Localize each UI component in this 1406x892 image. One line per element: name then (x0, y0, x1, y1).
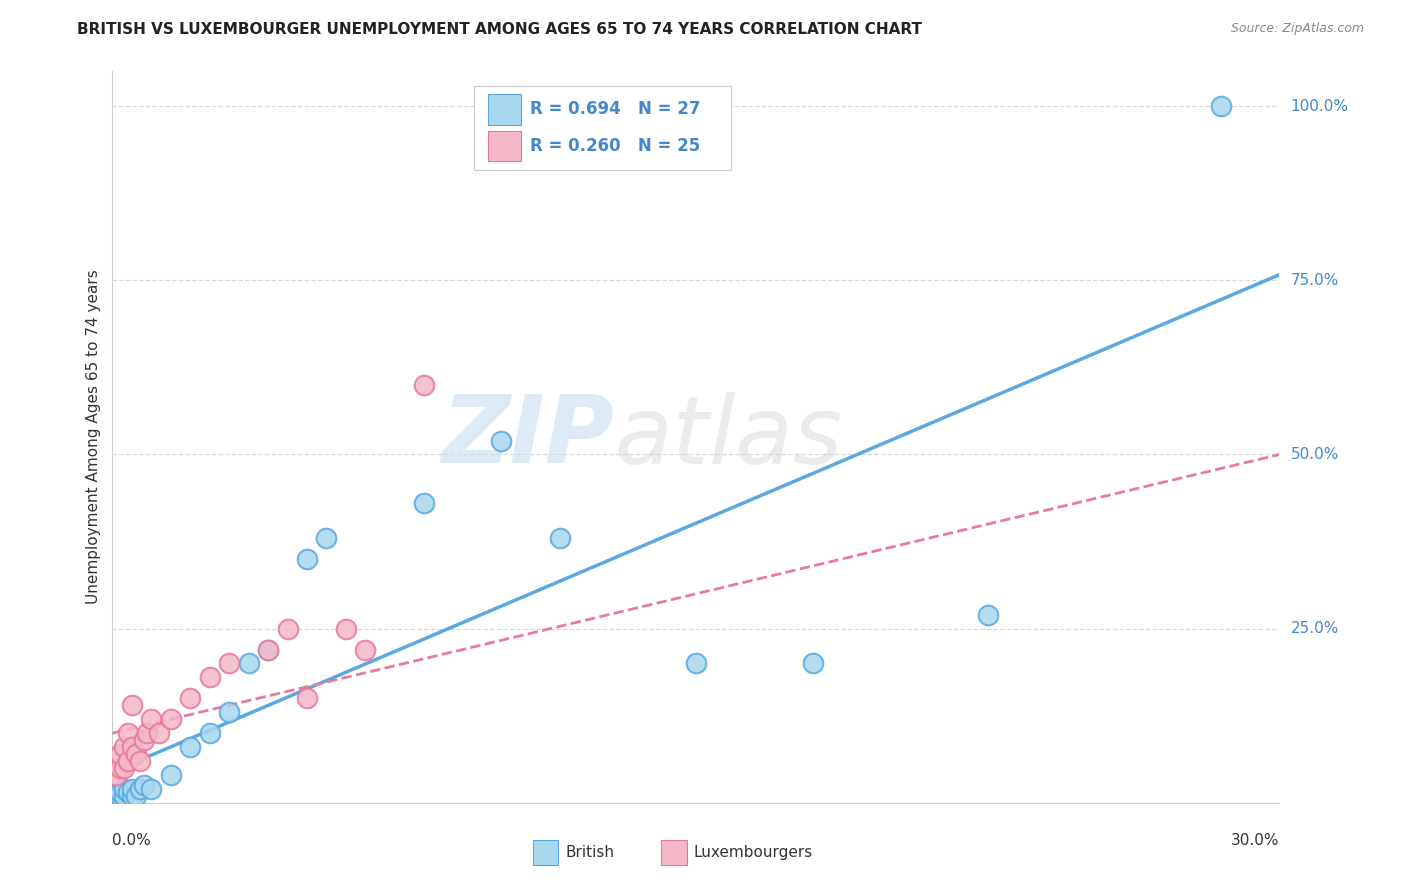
Text: 25.0%: 25.0% (1291, 621, 1339, 636)
Point (685, 657, 707, 671)
Point (110, 785, 132, 799)
Point (125, 789, 148, 803)
Text: 30.0%: 30.0% (1232, 833, 1279, 848)
Point (117, 785, 139, 799)
Point (110, 747, 132, 761)
Text: Luxembourgers: Luxembourgers (693, 845, 813, 860)
Point (257, 642, 280, 657)
Point (128, 754, 150, 768)
Point (110, 761, 132, 775)
Point (125, 747, 148, 761)
Text: atlas: atlas (614, 392, 842, 483)
Point (160, 712, 183, 726)
Point (491, 434, 513, 448)
Point (148, 726, 170, 740)
Point (1209, 99, 1232, 113)
Point (112, 781, 135, 796)
Text: BRITISH VS LUXEMBOURGER UNEMPLOYMENT AMONG AGES 65 TO 74 YEARS CORRELATION CHART: BRITISH VS LUXEMBOURGER UNEMPLOYMENT AMO… (77, 22, 922, 37)
Point (354, 642, 377, 657)
Point (105, 768, 128, 782)
Point (801, 657, 824, 671)
Point (315, 531, 337, 545)
Point (335, 622, 357, 636)
Point (179, 691, 201, 706)
Point (117, 726, 139, 740)
Point (110, 789, 132, 803)
Point (218, 657, 240, 671)
Point (121, 740, 143, 755)
Point (112, 740, 135, 755)
FancyBboxPatch shape (474, 86, 731, 170)
Y-axis label: Unemployment Among Ages 65 to 74 years: Unemployment Among Ages 65 to 74 years (86, 269, 101, 605)
Text: 100.0%: 100.0% (1291, 99, 1348, 113)
Point (141, 781, 163, 796)
Point (136, 726, 159, 740)
Text: R = 0.694   N = 27: R = 0.694 N = 27 (530, 101, 700, 119)
Point (218, 705, 240, 719)
FancyBboxPatch shape (488, 94, 520, 125)
Text: Source: ZipAtlas.com: Source: ZipAtlas.com (1230, 22, 1364, 36)
Point (105, 792, 128, 806)
Point (976, 607, 998, 622)
Point (141, 712, 163, 726)
Point (132, 778, 155, 792)
Point (112, 789, 135, 803)
Text: R = 0.260   N = 25: R = 0.260 N = 25 (530, 137, 700, 155)
Point (548, 531, 571, 545)
Point (295, 552, 318, 566)
Text: 75.0%: 75.0% (1291, 273, 1339, 288)
Point (117, 754, 139, 768)
Point (198, 726, 221, 740)
Point (198, 670, 221, 684)
Point (295, 691, 318, 706)
Point (160, 768, 183, 782)
Point (121, 698, 143, 713)
FancyBboxPatch shape (488, 130, 520, 161)
Point (128, 781, 150, 796)
Point (121, 781, 143, 796)
Text: 0.0%: 0.0% (112, 833, 152, 848)
Point (179, 740, 201, 755)
Point (257, 642, 280, 657)
Point (412, 377, 434, 392)
Point (412, 496, 434, 510)
Text: British: British (565, 845, 614, 860)
Point (238, 657, 260, 671)
FancyBboxPatch shape (661, 840, 686, 865)
FancyBboxPatch shape (533, 840, 558, 865)
Point (276, 622, 298, 636)
Text: ZIP: ZIP (441, 391, 614, 483)
Point (112, 761, 135, 775)
Point (132, 733, 155, 747)
Point (121, 789, 143, 803)
Text: 50.0%: 50.0% (1291, 447, 1339, 462)
